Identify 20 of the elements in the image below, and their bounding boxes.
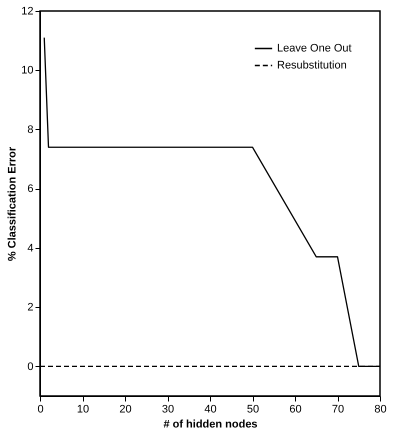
x-axis-title: # of hidden nodes xyxy=(163,418,258,430)
y-tick-label: 8 xyxy=(27,124,34,136)
y-tick-label: 0 xyxy=(27,360,34,373)
y-tick-label: 4 xyxy=(27,242,34,254)
x-tick-label: 40 xyxy=(204,404,217,416)
x-tick-label: 70 xyxy=(332,404,344,416)
legend-label: Leave One Out xyxy=(277,42,352,54)
x-tick-label: 0 xyxy=(37,404,44,416)
x-tick-label: 60 xyxy=(289,404,302,416)
y-tick-label: 10 xyxy=(21,64,34,77)
y-tick-label: 12 xyxy=(21,6,34,18)
x-tick-label: 20 xyxy=(119,404,132,416)
legend-label: Resubstitution xyxy=(277,60,347,72)
x-tick-label: 30 xyxy=(162,404,174,416)
x-tick-label: 10 xyxy=(76,404,90,416)
x-tick-label: 80 xyxy=(374,404,387,416)
y-axis-title: % Classification Error xyxy=(6,146,18,262)
y-tick-label: 2 xyxy=(27,302,34,314)
y-tick-label: 6 xyxy=(27,183,34,196)
x-tick-label: 50 xyxy=(246,404,260,416)
